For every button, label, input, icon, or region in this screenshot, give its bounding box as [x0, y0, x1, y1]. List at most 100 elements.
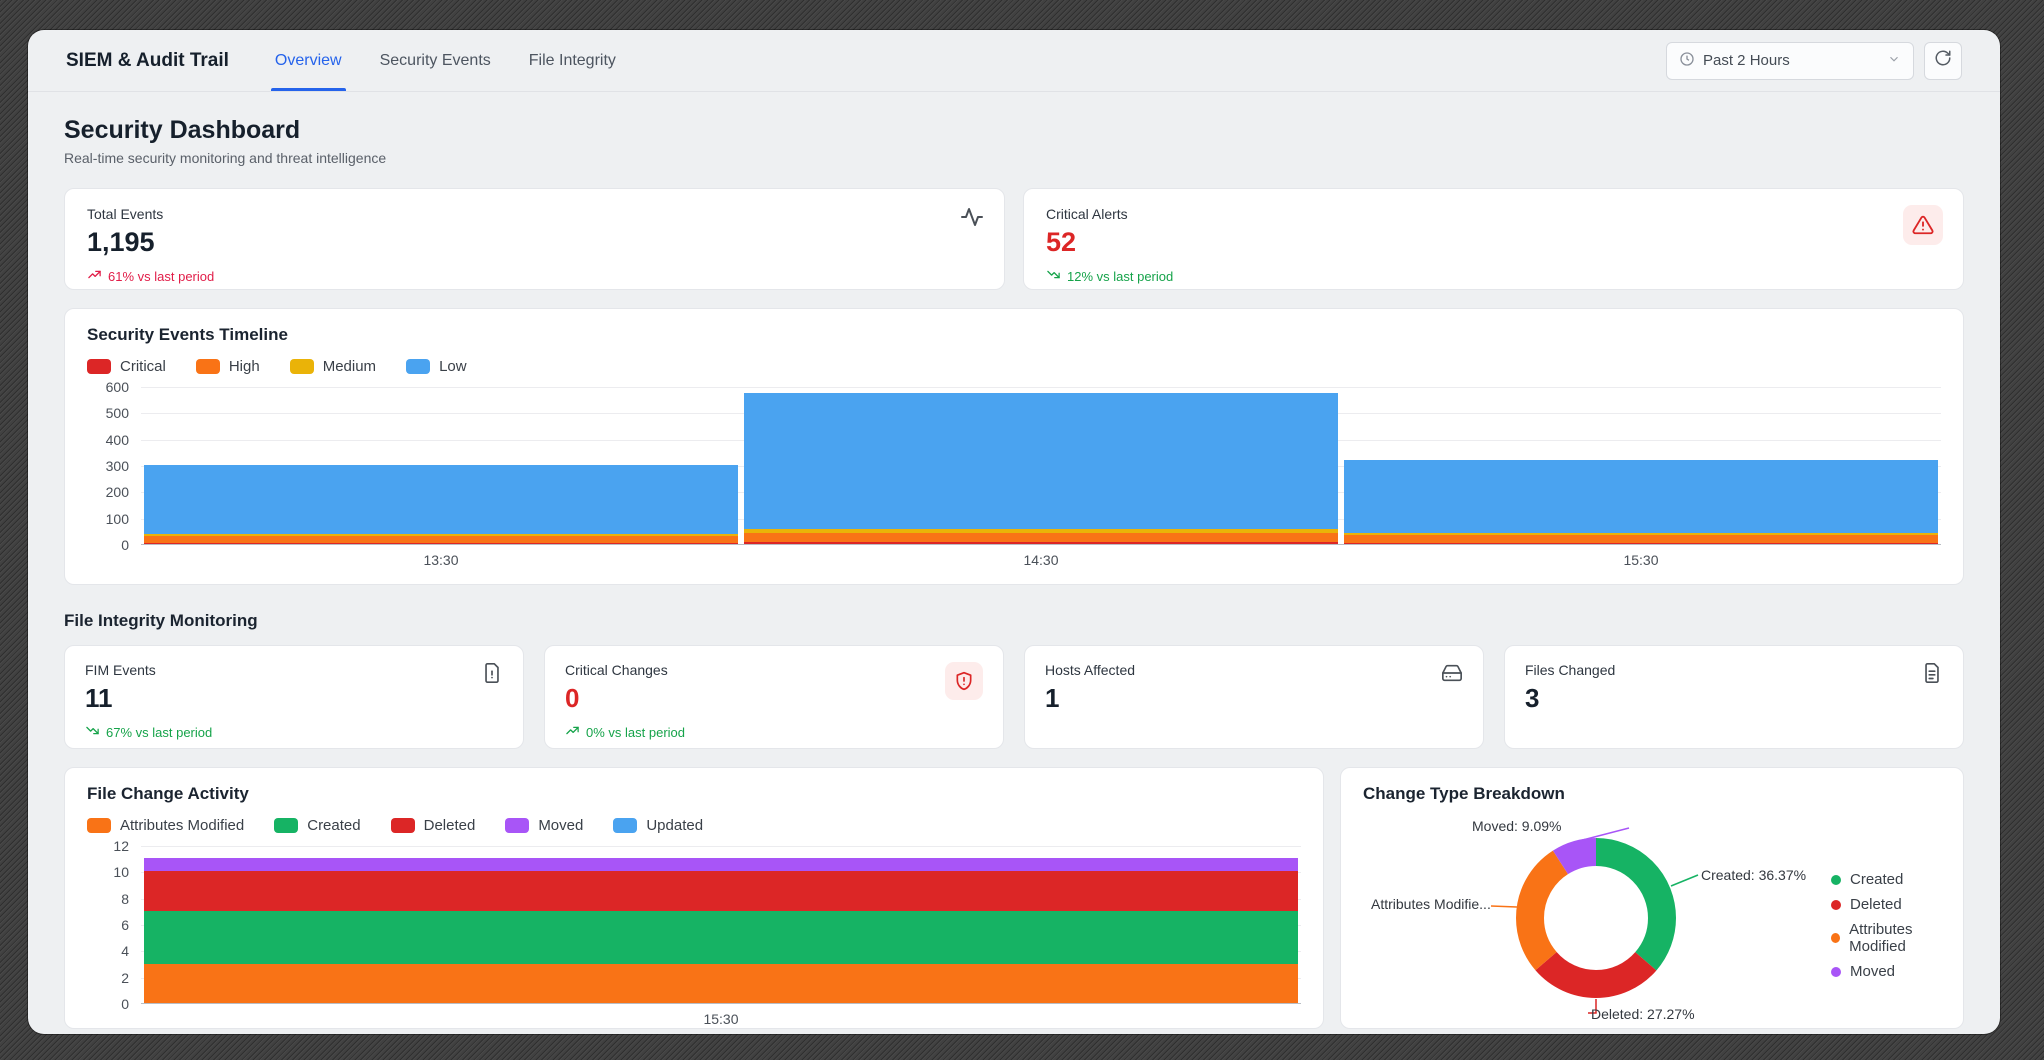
stat-label: Total Events	[87, 206, 164, 222]
stat-label: FIM Events	[85, 662, 156, 678]
bar-segment-medium[interactable]	[144, 534, 738, 537]
legend-item-deleted[interactable]: Deleted	[390, 817, 475, 834]
bar-segment-medium[interactable]	[744, 528, 1338, 533]
y-axis-tick: 2	[121, 969, 129, 986]
donut-slice-moved[interactable]	[1516, 838, 1676, 998]
bar-segment-moved[interactable]	[144, 858, 1298, 872]
donut-label-attributes-modified: Attributes Modifie...	[1371, 896, 1491, 912]
stat-value: 1	[1045, 683, 1060, 713]
y-axis-tick: 400	[105, 431, 129, 448]
legend-label: Attributes Modified	[1849, 921, 1913, 955]
legend-item-deleted[interactable]: Deleted	[1831, 896, 1963, 913]
legend-label: Created	[307, 817, 361, 834]
legend-label: Low	[439, 358, 467, 375]
bar-segment-high[interactable]	[744, 532, 1338, 542]
activity-legend: Attributes Modified Created Deleted Moved Up…	[87, 817, 1301, 834]
donut-slice-attributes-modified[interactable]	[1516, 838, 1676, 998]
legend-item-medium[interactable]: Medium	[289, 358, 377, 375]
donut-legend: Created Deleted Attributes Modified Moved	[1831, 871, 1963, 980]
y-axis-tick: 200	[105, 484, 129, 501]
bar-segment-high[interactable]	[1344, 535, 1938, 543]
bar-segment-attributes-modified[interactable]	[144, 963, 1298, 1003]
legend-swatch	[613, 818, 638, 833]
trending-down-icon	[1046, 267, 1061, 285]
legend-item-updated[interactable]: Updated	[613, 817, 703, 834]
stat-value: 52	[1046, 227, 1077, 257]
legend-swatch	[390, 818, 415, 833]
y-axis-tick: 0	[121, 537, 129, 553]
bar-segment-low[interactable]	[144, 465, 738, 535]
clock-icon	[1679, 51, 1695, 71]
timeline-legend: Critical High Medium Low	[87, 358, 1941, 375]
bar-segment-low[interactable]	[744, 392, 1338, 529]
trending-down-icon	[85, 723, 100, 741]
nav-controls: Past 2 Hours	[1666, 41, 1962, 80]
page-title: Security Dashboard	[64, 116, 301, 144]
y-axis-tick: 100	[105, 510, 129, 527]
legend-label: Moved	[538, 817, 584, 834]
donut-slice-deleted[interactable]	[1516, 838, 1676, 998]
file-alert-icon	[481, 662, 503, 689]
x-axis-label: 15:30	[1623, 552, 1659, 568]
bar-segment-deleted[interactable]	[144, 871, 1298, 911]
legend-item-created[interactable]: Created	[274, 817, 361, 834]
legend-item-moved[interactable]: Moved	[1831, 963, 1963, 980]
legend-swatch	[1831, 874, 1841, 885]
bar-segment-medium[interactable]	[1344, 532, 1938, 536]
bar-segment-created[interactable]	[144, 910, 1298, 964]
legend-item-critical[interactable]: Critical	[87, 358, 166, 375]
bar-segment-high[interactable]	[144, 536, 738, 543]
main-content: Security Dashboard Real-time security mo…	[28, 116, 2000, 1029]
bar-segment-critical[interactable]	[144, 542, 738, 544]
security-events-timeline-card: Security Events Timeline Critical High Med…	[64, 308, 1964, 585]
file-change-activity-card: File Change Activity Attributes Modified…	[64, 767, 1324, 1029]
legend-item-attributes-modified[interactable]: Attributes Modified	[1831, 921, 1963, 955]
page-subtitle: Real-time security monitoring and threat…	[64, 150, 387, 166]
donut-label-created: Created: 36.37%	[1701, 867, 1807, 883]
stacked-bar-14-30[interactable]	[744, 392, 1338, 544]
legend-label: High	[228, 358, 260, 375]
fim-cards-row: FIM Events 11 67% vs last period Critica…	[64, 645, 1964, 749]
hard-drive-icon	[1441, 662, 1463, 689]
bar-segment-low[interactable]	[1344, 459, 1938, 533]
y-axis-tick: 4	[121, 943, 129, 960]
tab-file-integrity[interactable]: File Integrity	[528, 51, 616, 69]
legend-swatch	[1831, 899, 1841, 910]
total-events-card: Total Events 1,195 61% vs last period	[64, 188, 1005, 290]
y-axis-tick: 0	[121, 996, 129, 1012]
chevron-down-icon	[1887, 52, 1901, 70]
bar-cell	[141, 846, 1301, 1003]
stacked-bar-15-30[interactable]	[144, 858, 1298, 1003]
legend-swatch	[87, 359, 111, 374]
legend-item-created[interactable]: Created	[1831, 871, 1963, 888]
refresh-button[interactable]	[1924, 41, 1962, 80]
donut-chart: Moved: 9.09% Created: 36.37% Attributes …	[1341, 768, 1963, 1028]
donut-label-moved: Moved: 9.09%	[1472, 818, 1562, 834]
stat-label: Files Changed	[1525, 662, 1616, 678]
tab-security-events[interactable]: Security Events	[379, 51, 491, 69]
time-range-select[interactable]: Past 2 Hours	[1666, 41, 1914, 80]
stat-value: 0	[565, 683, 580, 713]
bar-segment-critical[interactable]	[744, 541, 1338, 544]
hosts-affected-card: Hosts Affected 1	[1024, 645, 1484, 749]
trending-up-icon	[565, 723, 580, 741]
bar-segment-critical[interactable]	[1344, 542, 1938, 544]
top-stats-row: Total Events 1,195 61% vs last period Cr…	[64, 188, 1964, 290]
app-title: SIEM & Audit Trail	[66, 49, 229, 71]
legend-swatch	[1831, 933, 1841, 943]
legend-label: Medium	[322, 358, 377, 375]
legend-label: Moved	[1850, 963, 1896, 980]
tab-overview[interactable]: Overview	[270, 30, 346, 91]
y-axis-tick: 6	[121, 917, 129, 933]
legend-item-high[interactable]: High	[195, 358, 260, 375]
timeline-chart: 0 100 200 300 400 500 600 13:30 14:30 15:30	[87, 379, 1941, 572]
trend: 67% vs last period	[85, 723, 503, 741]
legend-item-moved[interactable]: Moved	[505, 817, 583, 834]
legend-item-attributes-modified[interactable]: Attributes Modified	[87, 817, 244, 834]
plot-area: 0 100 200 300 400 500 600	[106, 379, 1941, 553]
legend-item-low[interactable]: Low	[406, 358, 467, 375]
stacked-bar-15-30[interactable]	[1344, 459, 1938, 544]
nav-tabs: Overview Security Events File Integrity	[270, 30, 616, 91]
stacked-bar-13-30[interactable]	[144, 465, 738, 544]
chart-title: Change Type Breakdown	[1363, 784, 1565, 803]
